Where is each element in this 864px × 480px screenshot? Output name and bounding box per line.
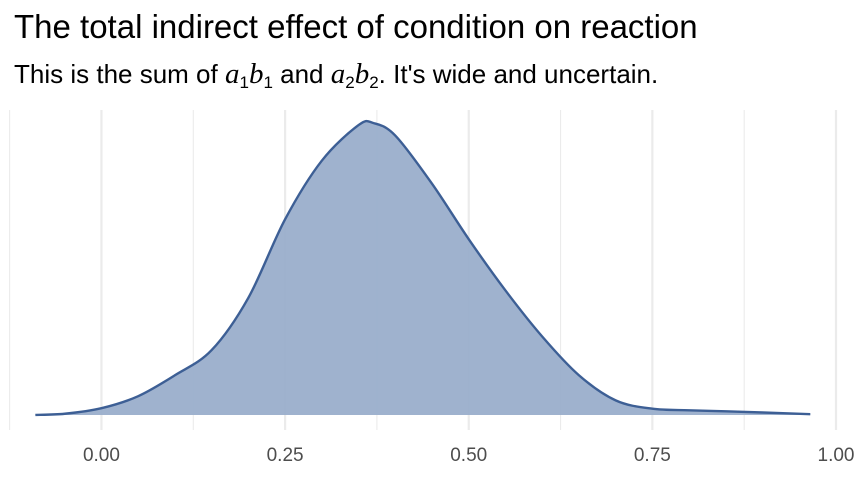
x-tick-label: 0.00 <box>83 445 120 466</box>
chart-title: The total indirect effect of condition o… <box>14 8 698 45</box>
x-tick-label: 0.50 <box>450 445 487 466</box>
subtitle-suffix: . It's wide and uncertain. <box>378 59 659 89</box>
density-area <box>35 121 811 415</box>
x-tick-label: 0.25 <box>267 445 304 466</box>
subtitle-math-a1b1: a1b1 <box>224 58 273 92</box>
chart-subtitle: This is the sum of a1b1 and a2b2. It's w… <box>14 58 658 93</box>
subtitle-math-a2b2: a2b2 <box>330 58 379 92</box>
x-axis-tick-labels: 0.00 0.25 0.50 0.75 1.00 <box>83 445 855 466</box>
x-tick-label: 0.75 <box>634 445 671 466</box>
x-tick-label: 1.00 <box>818 445 855 466</box>
subtitle-mid: and <box>272 59 331 89</box>
subtitle-prefix: This is the sum of <box>14 59 225 89</box>
density-line <box>35 119 811 417</box>
